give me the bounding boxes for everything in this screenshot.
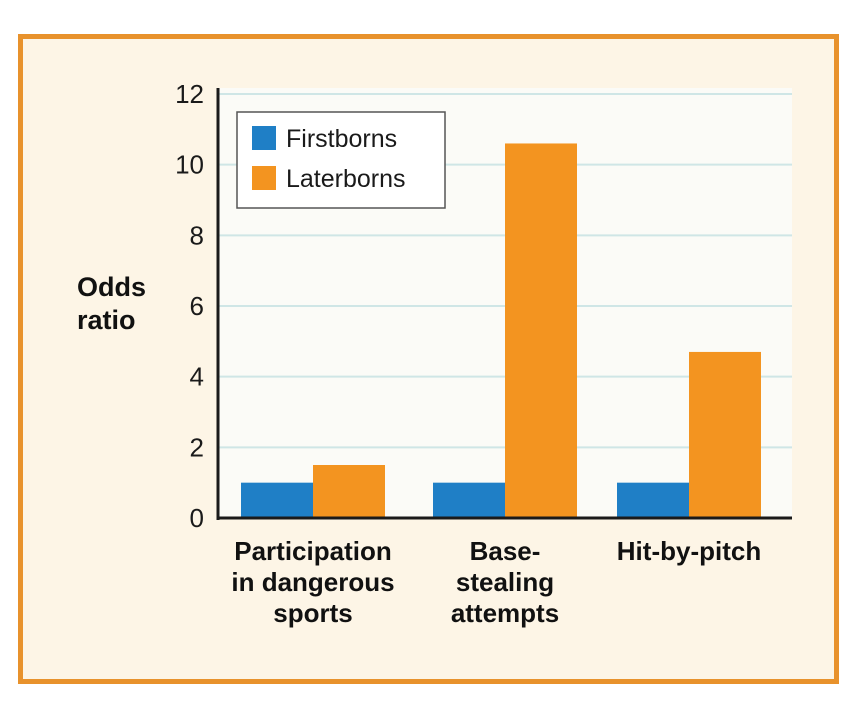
y-tick-label: 8 [190,220,204,250]
legend-label-firstborns: Firstborns [286,125,397,153]
y-axis-title-line: ratio [77,305,136,335]
y-tick-label: 6 [190,291,204,321]
bar-firstborns-2 [617,482,689,518]
y-tick-label: 10 [175,150,204,180]
category-label-line: Base- [470,536,541,566]
bar-laterborns-0 [313,465,385,518]
y-axis-label: Odds ratio [77,272,146,335]
bar-laterborns-2 [689,351,761,518]
category-label-line: attempts [451,598,559,628]
bar-firstborns-0 [241,482,313,518]
legend-label-laterborns: Laterborns [286,165,406,193]
category-label-line: sports [273,598,352,628]
y-axis-title-line: Odds [77,272,146,302]
category-label-line: in dangerous [231,567,394,597]
legend: Firstborns Laterborns [236,111,446,209]
category-label: Base-stealing attempts [451,536,559,628]
y-tick-labels: 0 2 4 6 8 10 12 [175,79,204,533]
bars [241,143,761,518]
legend-swatch-firstborns [252,126,276,150]
bar-laterborns-1 [505,143,577,518]
y-tick-label: 2 [190,432,204,462]
category-label-line: Participation [234,536,391,566]
y-tick-label: 12 [175,79,204,109]
y-tick-label: 0 [190,503,204,533]
y-tick-label: 4 [190,362,204,392]
y-axis-title: Odds ratio [77,272,146,335]
legend-swatch-laterborns [252,166,276,190]
category-label: Hit-by-pitch [617,536,761,566]
category-label-line: stealing [456,567,554,597]
category-label-line: Hit-by-pitch [617,536,761,566]
category-label: Participation in dangerous sports [231,536,394,628]
bar-firstborns-1 [433,482,505,518]
category-labels: Participation in dangerous sports Base-stea… [231,536,761,628]
axes [216,88,792,520]
